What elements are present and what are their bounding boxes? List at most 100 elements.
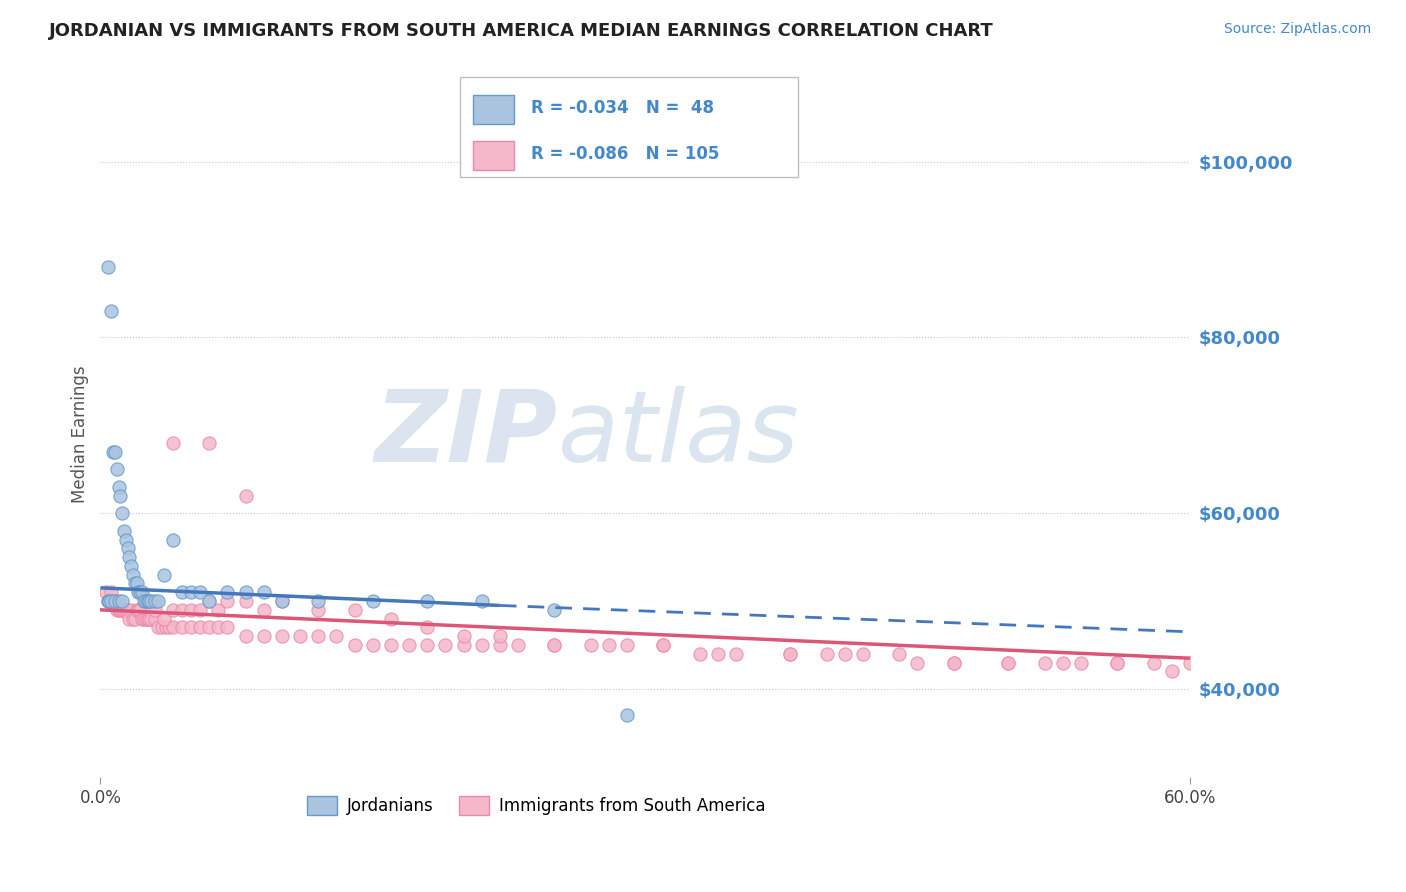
Point <box>153 612 176 626</box>
Point <box>616 708 638 723</box>
Point <box>579 638 602 652</box>
Point <box>136 612 159 626</box>
FancyBboxPatch shape <box>472 141 515 170</box>
FancyBboxPatch shape <box>472 95 515 124</box>
Point <box>217 585 239 599</box>
Point <box>138 612 160 626</box>
Point <box>180 585 202 599</box>
Text: JORDANIAN VS IMMIGRANTS FROM SOUTH AMERICA MEDIAN EARNINGS CORRELATION CHART: JORDANIAN VS IMMIGRANTS FROM SOUTH AMERI… <box>49 22 994 40</box>
Text: Source: ZipAtlas.com: Source: ZipAtlas.com <box>1223 22 1371 37</box>
Point <box>143 603 166 617</box>
Point <box>111 594 134 608</box>
Point <box>107 603 129 617</box>
Point <box>129 603 152 617</box>
Point <box>889 647 911 661</box>
Point <box>235 489 257 503</box>
Point <box>361 594 384 608</box>
Point <box>471 638 494 652</box>
Point <box>170 603 193 617</box>
Point <box>453 629 475 643</box>
Point <box>100 304 122 318</box>
Point <box>143 612 166 626</box>
Point <box>105 462 128 476</box>
Point <box>1052 656 1074 670</box>
Point <box>543 603 565 617</box>
Point <box>170 620 193 634</box>
Point <box>111 603 134 617</box>
Point <box>104 444 127 458</box>
Point <box>198 594 221 608</box>
Point <box>141 594 163 608</box>
Point <box>253 603 276 617</box>
Point <box>120 603 142 617</box>
Point <box>132 594 155 608</box>
Point <box>1107 656 1129 670</box>
Point <box>188 620 211 634</box>
Legend: Jordanians, Immigrants from South America: Jordanians, Immigrants from South Americ… <box>298 788 773 823</box>
Point <box>1160 665 1182 679</box>
Point <box>107 594 129 608</box>
Point <box>616 638 638 652</box>
Point <box>100 594 122 608</box>
Point <box>162 533 184 547</box>
Point <box>779 647 801 661</box>
Point <box>117 541 139 556</box>
Y-axis label: Median Earnings: Median Earnings <box>72 365 89 503</box>
Point <box>689 647 711 661</box>
Text: R = -0.086   N = 105: R = -0.086 N = 105 <box>530 145 718 163</box>
Point <box>207 620 229 634</box>
Point <box>125 603 148 617</box>
Point <box>852 647 875 661</box>
Point <box>132 612 155 626</box>
Point <box>198 620 221 634</box>
Point <box>207 603 229 617</box>
Point <box>942 656 965 670</box>
Point <box>217 594 239 608</box>
Point <box>112 603 135 617</box>
Point <box>307 594 329 608</box>
Point <box>307 629 329 643</box>
Point <box>131 585 153 599</box>
Point <box>834 647 856 661</box>
Point <box>489 629 512 643</box>
Point <box>104 594 127 608</box>
Point <box>1142 656 1164 670</box>
Point <box>288 629 311 643</box>
Point <box>706 647 728 661</box>
Point <box>1107 656 1129 670</box>
Point <box>724 647 747 661</box>
Point <box>815 647 838 661</box>
Point <box>325 629 347 643</box>
Point <box>997 656 1019 670</box>
Point <box>343 638 366 652</box>
Point <box>157 620 180 634</box>
Point <box>150 620 173 634</box>
Point <box>100 585 122 599</box>
Point <box>114 603 136 617</box>
Point <box>779 647 801 661</box>
Point <box>907 656 929 670</box>
Point <box>416 620 439 634</box>
Point <box>253 585 276 599</box>
Point <box>127 585 149 599</box>
Point <box>112 524 135 538</box>
Point <box>652 638 675 652</box>
Point <box>101 444 124 458</box>
Point <box>127 603 149 617</box>
Point <box>198 435 221 450</box>
Point <box>942 656 965 670</box>
Point <box>136 594 159 608</box>
Point <box>416 638 439 652</box>
Point <box>120 558 142 573</box>
Point <box>180 603 202 617</box>
Point <box>235 594 257 608</box>
Point <box>122 567 145 582</box>
Point <box>543 638 565 652</box>
Point <box>180 620 202 634</box>
Point <box>198 594 221 608</box>
Point <box>122 612 145 626</box>
Point <box>129 585 152 599</box>
Point <box>155 620 177 634</box>
Point <box>598 638 620 652</box>
Point <box>143 594 166 608</box>
